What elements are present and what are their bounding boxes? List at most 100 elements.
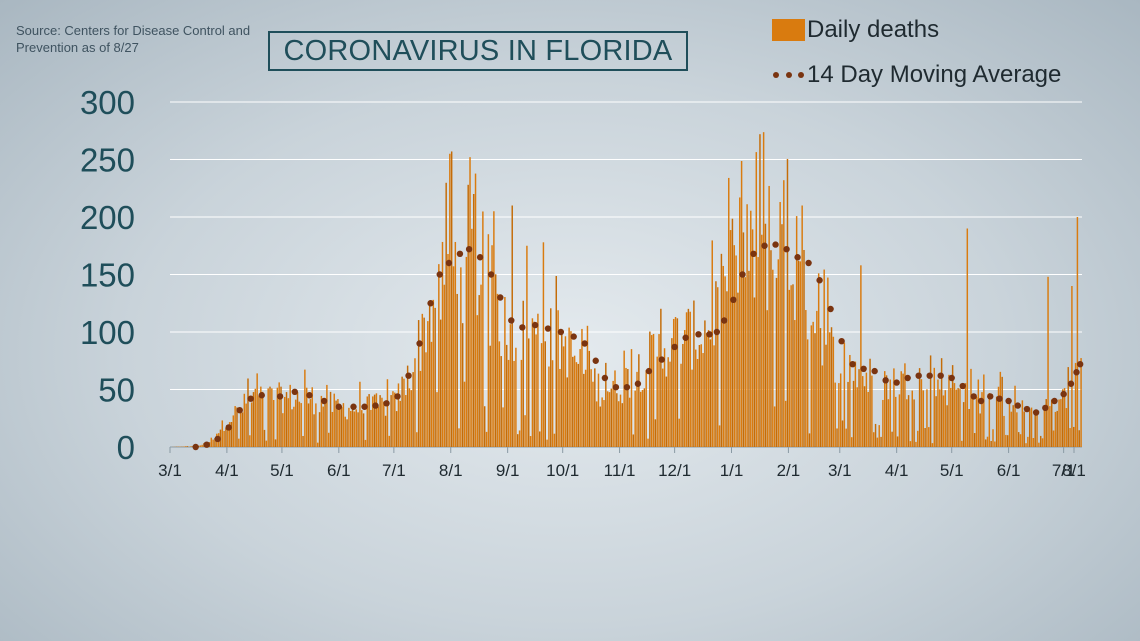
daily-deaths-bar bbox=[841, 420, 844, 447]
daily-deaths-bar bbox=[601, 397, 603, 447]
moving-average-point bbox=[772, 241, 779, 248]
moving-average-point bbox=[948, 374, 955, 382]
moving-average-point bbox=[214, 435, 221, 443]
daily-deaths-bar bbox=[735, 255, 737, 447]
moving-average-point bbox=[987, 393, 994, 400]
daily-deaths-bar bbox=[906, 399, 908, 447]
daily-deaths-bar bbox=[893, 368, 895, 447]
moving-average-point bbox=[937, 372, 944, 379]
daily-deaths-bar bbox=[287, 398, 290, 447]
chart-title: CORONAVIRUS IN FLORIDA bbox=[268, 31, 688, 71]
daily-deaths-bar bbox=[625, 367, 627, 447]
x-tick-label: 5/1 bbox=[270, 461, 294, 480]
daily-deaths-bar bbox=[241, 412, 244, 447]
daily-deaths-bar bbox=[1034, 413, 1036, 447]
daily-deaths-bar bbox=[636, 371, 638, 447]
daily-deaths-bar bbox=[775, 277, 778, 447]
daily-deaths-bar bbox=[810, 325, 813, 447]
daily-deaths-bar bbox=[891, 431, 893, 447]
daily-deaths-bar bbox=[271, 388, 273, 447]
moving-average-point bbox=[849, 361, 856, 368]
daily-deaths-bar bbox=[590, 369, 592, 447]
daily-deaths-bar bbox=[201, 444, 203, 447]
daily-deaths-bar bbox=[830, 327, 833, 447]
moving-average-point bbox=[335, 403, 343, 410]
daily-deaths-bar bbox=[641, 389, 644, 447]
daily-deaths-bar bbox=[487, 234, 490, 447]
daily-deaths-bar bbox=[339, 407, 341, 447]
daily-deaths-bar bbox=[505, 344, 508, 447]
daily-deaths-bar bbox=[753, 297, 756, 447]
x-tick-label: 4/1 bbox=[885, 461, 909, 480]
daily-deaths-bar bbox=[757, 257, 759, 447]
daily-deaths-bar bbox=[924, 428, 926, 447]
daily-deaths-bar bbox=[350, 411, 352, 447]
moving-average-point bbox=[706, 331, 713, 338]
x-tick-label: 2/1 bbox=[777, 461, 801, 480]
daily-deaths-bar bbox=[1038, 442, 1040, 447]
chart-title-text: CORONAVIRUS IN FLORIDA bbox=[283, 34, 673, 67]
x-tick-label: 10/1 bbox=[546, 461, 579, 480]
x-tick-label: 6/1 bbox=[327, 461, 351, 480]
daily-deaths-bar bbox=[392, 391, 394, 447]
daily-deaths-bar bbox=[471, 228, 473, 447]
daily-deaths-bar bbox=[603, 400, 605, 447]
legend-bar-swatch bbox=[772, 18, 805, 41]
daily-deaths-bar bbox=[304, 369, 306, 447]
daily-deaths-bar bbox=[399, 400, 402, 447]
daily-deaths-bar bbox=[425, 352, 427, 447]
daily-deaths-bar bbox=[929, 355, 932, 447]
daily-deaths-bar bbox=[755, 152, 758, 448]
daily-deaths-bar bbox=[364, 439, 367, 447]
daily-deaths-bar bbox=[823, 269, 825, 447]
daily-deaths-bar bbox=[223, 430, 225, 447]
moving-average-point bbox=[783, 246, 790, 253]
daily-deaths-bar bbox=[884, 371, 886, 447]
daily-deaths-bar bbox=[1056, 410, 1058, 447]
x-axis-labels: 3/1 4/1 5/1 6/1 7/1 8/1 9/1 10/1 11/1 12/1 1/1 2/1 3… bbox=[158, 447, 1086, 480]
daily-deaths-bar bbox=[362, 413, 365, 447]
daily-deaths-bar bbox=[986, 436, 989, 447]
daily-deaths-bar bbox=[410, 390, 413, 447]
moving-average-point bbox=[497, 294, 504, 301]
daily-deaths-bar bbox=[1071, 286, 1073, 447]
daily-deaths-bar bbox=[917, 430, 919, 447]
daily-deaths-bar bbox=[403, 378, 405, 447]
daily-deaths-bar bbox=[526, 245, 528, 447]
daily-deaths-bar bbox=[478, 295, 480, 447]
daily-deaths-bar bbox=[221, 420, 224, 447]
daily-deaths-bar bbox=[748, 270, 750, 447]
daily-deaths-bar bbox=[540, 343, 543, 447]
daily-deaths-bar bbox=[845, 428, 847, 447]
daily-deaths-bar bbox=[199, 445, 202, 447]
daily-deaths-bar bbox=[428, 301, 431, 447]
daily-deaths-bar bbox=[724, 276, 726, 447]
daily-deaths-bar bbox=[772, 269, 774, 447]
daily-deaths-bar bbox=[672, 318, 675, 447]
daily-deaths-bar bbox=[342, 403, 345, 447]
daily-deaths-bar bbox=[186, 446, 189, 447]
daily-deaths-bar bbox=[803, 249, 805, 447]
daily-deaths-bar bbox=[595, 401, 598, 447]
daily-deaths-bar bbox=[1063, 387, 1066, 447]
bar-layer bbox=[172, 132, 1082, 448]
daily-deaths-bar bbox=[832, 336, 835, 447]
moving-average-point bbox=[827, 305, 834, 313]
daily-deaths-bar bbox=[878, 425, 880, 447]
daily-deaths-bar bbox=[1078, 430, 1080, 447]
legend-item-daily-deaths: Daily deaths bbox=[772, 14, 1061, 45]
daily-deaths-bar bbox=[801, 205, 803, 447]
moving-average-point bbox=[436, 271, 443, 278]
daily-deaths-bar bbox=[605, 362, 607, 447]
daily-deaths-bar bbox=[1060, 399, 1062, 447]
daily-deaths-bar bbox=[564, 336, 567, 447]
daily-deaths-bar bbox=[612, 380, 614, 447]
legend-label-moving-average: 14 Day Moving Average bbox=[807, 60, 1062, 88]
moving-average-point bbox=[416, 340, 423, 347]
daily-deaths-bar bbox=[302, 435, 304, 447]
y-tick-label: 50 bbox=[98, 372, 135, 409]
daily-deaths-bar bbox=[968, 408, 970, 447]
daily-deaths-bar bbox=[500, 356, 502, 447]
daily-deaths-bar bbox=[1047, 276, 1049, 447]
y-tick-label: 0 bbox=[117, 429, 135, 466]
